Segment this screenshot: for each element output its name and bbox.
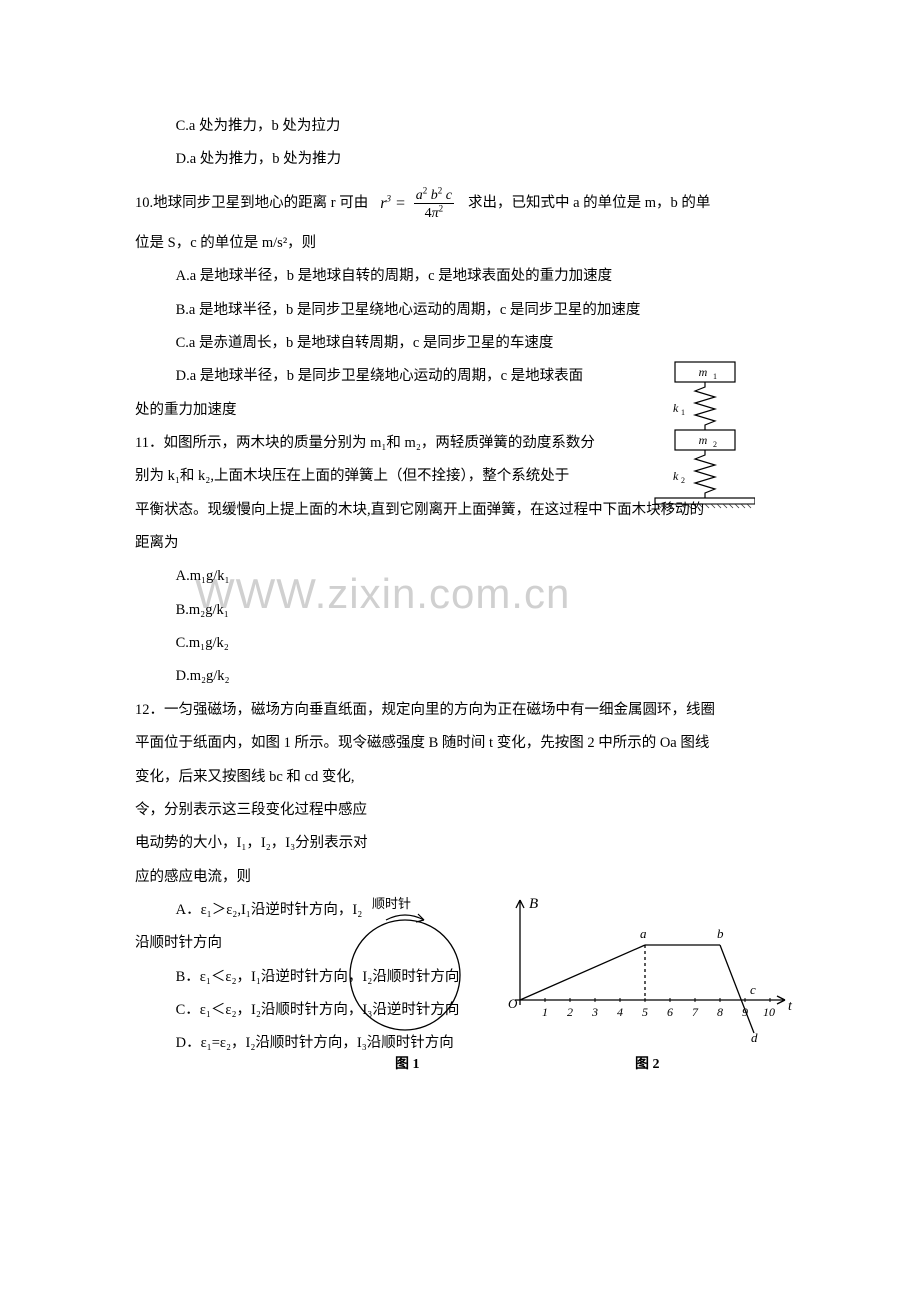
q12-stem-line4: 令，分别表示这三段变化过程中感应 (135, 794, 425, 827)
q10-option-a: A.a 是地球半径，b 是地球自转的周期，c 是地球表面处的重力加速度 (135, 260, 800, 293)
q10-r-symbol: r3 = (380, 191, 410, 217)
q10-option-d-line1: D.a 是地球半径，b 是同步卫星绕地心运动的周期，c 是地球表面 (135, 360, 800, 393)
q11-stem-line4: 距离为 (135, 527, 800, 560)
q10-formula-bot: 4π2 (425, 206, 444, 221)
q11-stem-line1: 11．如图所示，两木块的质量分别为 m₁和 m₂，两轻质弹簧的劲度系数分 (135, 427, 800, 460)
q10-stem-before: 10.地球同步卫星到地心的距离 r 可由 (135, 192, 368, 215)
q9-option-c: C.a 处为推力，b 处为拉力 (135, 110, 800, 143)
q9-option-d: D.a 处为推力，b 处为推力 (135, 143, 800, 176)
q11-option-c: C.m₁g/k₂ (135, 627, 800, 660)
q12-stem-line5: 电动势的大小，I₁，I₂，I₃分别表示对 (135, 827, 425, 860)
q12-stem-line1: 12．一匀强磁场，磁场方向垂直纸面，规定向里的方向为正在磁场中有一细金属圆环，线… (135, 694, 800, 727)
q11-option-a: A.m₁g/k₁ (135, 560, 800, 593)
q12-option-c: C．ε₁＜ε₂，I₂沿顺时针方向，I₃沿逆时针方向 (135, 994, 800, 1027)
q10-formula: a2 b2 c 4π2 (414, 187, 454, 221)
q11-option-d: D.m₂g/k₂ (135, 660, 800, 693)
q10-option-c: C.a 是赤道周长，b 是地球自转周期，c 是同步卫星的车速度 (135, 327, 800, 360)
q12-option-a-line1: A．ε₁＞ε₂,I₁沿逆时针方向，I₂ (135, 894, 436, 927)
q12-option-b: B．ε₁＜ε₂，I₁沿逆时针方向，I₂沿顺时针方向 (135, 961, 800, 994)
q10-formula-top: a2 b2 c (416, 188, 452, 203)
q12-stem-line2: 平面位于纸面内，如图 1 所示。现令磁感强度 B 随时间 t 变化，先按图 2 … (135, 727, 800, 760)
svg-text:B: B (529, 896, 538, 912)
q12-option-a-line2: 沿顺时针方向 (135, 927, 800, 960)
q11-stem-line3: 平衡状态。现缓慢向上提上面的木块,直到它刚离开上面弹簧，在这过程中下面木块移动的 (135, 494, 800, 527)
q12-option-d: D．ε₁=ε₂，I₂沿顺时针方向，I₃沿顺时针方向 (135, 1027, 800, 1060)
q12-stem-line3: 变化，后来又按图线 bc 和 cd 变化, (135, 761, 425, 794)
q10-stem-after1: 求出，已知式中 a 的单位是 m，b 的单 (468, 192, 710, 215)
q10-option-d-line2: 处的重力加速度 (135, 394, 800, 427)
q11-stem-line2: 别为 k₁和 k₂,上面木块压在上面的弹簧上（但不拴接），整个系统处于 (135, 460, 800, 493)
q11-option-b: B.m₂g/k₁ (135, 594, 800, 627)
q10-stem-line1: 10.地球同步卫星到地心的距离 r 可由 r3 = a2 b2 c 4π2 求出… (135, 187, 800, 221)
q10-stem-line2: 位是 S，c 的单位是 m/s²，则 (135, 227, 800, 260)
q12-stem-line6: 应的感应电流，则 (135, 861, 425, 894)
q10-option-b: B.a 是地球半径，b 是同步卫星绕地心运动的周期，c 是同步卫星的加速度 (135, 294, 800, 327)
